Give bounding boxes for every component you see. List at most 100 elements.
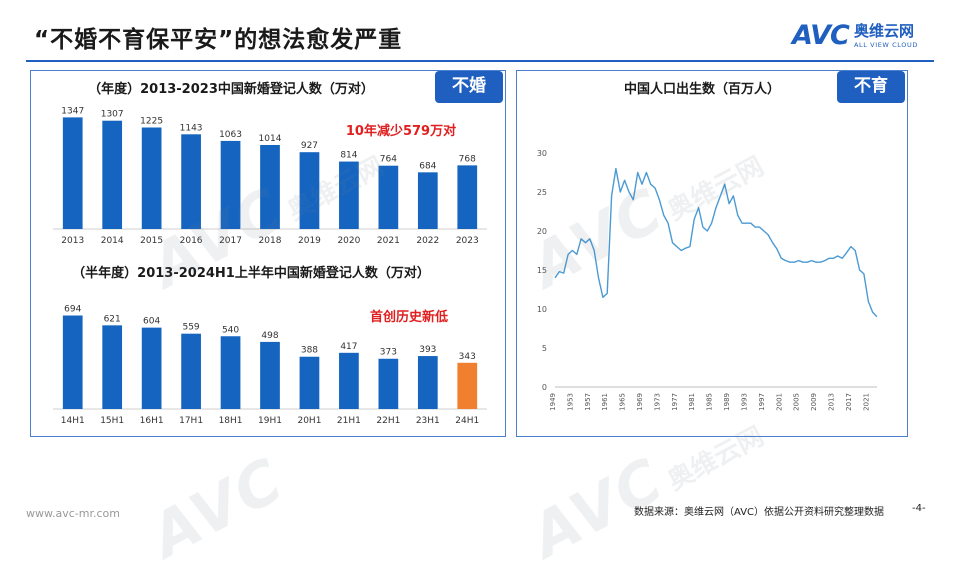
x-tick-label: 1989	[723, 393, 731, 411]
x-tick-label: 2021	[377, 236, 400, 246]
x-tick-label: 2005	[793, 393, 801, 411]
footer-url[interactable]: www.avc-mr.com	[26, 507, 120, 520]
bar-value-label: 927	[301, 141, 318, 151]
x-tick-label: 21H1	[337, 416, 361, 426]
bar	[378, 165, 399, 229]
tag-no-children: 不育	[837, 71, 905, 103]
bar	[102, 325, 123, 409]
x-tick-label: 1969	[636, 393, 644, 411]
bar-value-label: 604	[143, 317, 160, 327]
halfyear-bars-group: 694 14H1 621 15H1 604 16H1 559 17H1 540 18H1 498 19…	[53, 305, 487, 426]
bar	[260, 341, 280, 409]
x-tick-label: 14H1	[61, 416, 85, 426]
footer-source: 数据来源：奥维云网（AVC）依据公开资料研究整理数据	[634, 507, 885, 518]
y-tick-label: 15	[537, 266, 547, 275]
x-tick-label: 2017	[845, 393, 853, 411]
x-tick-label: 19H1	[258, 416, 282, 426]
x-tick-label: 2020	[337, 236, 360, 246]
brand-mark: AVC	[792, 20, 850, 51]
tag-unmarried: 不婚	[435, 71, 503, 103]
x-tick-label: 2001	[775, 393, 783, 411]
births-series-line	[554, 167, 878, 318]
bar	[102, 120, 123, 229]
bar	[417, 172, 438, 229]
x-tick-label: 15H1	[100, 416, 124, 426]
x-tick-label: 1997	[758, 393, 766, 411]
bar	[181, 333, 201, 409]
bar-value-label: 1014	[259, 134, 282, 144]
x-tick-label: 2021	[862, 393, 870, 411]
x-tick-label: 2016	[180, 236, 203, 246]
x-tick-label: 1973	[653, 393, 661, 411]
brand-name-cn: 奥维云网	[854, 22, 915, 40]
y-tick-label: 0	[542, 383, 547, 392]
bar-value-label: 621	[104, 314, 121, 324]
halfyear-chart-annotation: 首创历史新低	[370, 309, 448, 325]
x-tick-label: 2015	[140, 236, 163, 246]
bar	[62, 315, 83, 409]
x-tick-label: 2022	[416, 236, 439, 246]
x-tick-label: 1977	[671, 393, 679, 411]
annual-chart-title: （年度）2013-2023中国新婚登记人数（万对）	[88, 81, 374, 97]
page-number: -4-	[912, 503, 926, 514]
births-panel: 不育 中国人口出生数（百万人） 0 5 10 15 20 25 30 1949 1953 1957…	[516, 70, 908, 437]
bar-value-label: 1143	[180, 123, 203, 133]
births-line-group: 0 5 10 15 20 25 30 1949 1953 1957 1961 1965 1969 1973…	[537, 149, 878, 411]
x-tick-label: 22H1	[376, 416, 400, 426]
x-tick-label: 2009	[810, 393, 818, 411]
x-tick-label: 2019	[298, 236, 321, 246]
x-tick-label: 2023	[456, 236, 479, 246]
bar-value-label: 1307	[101, 110, 124, 120]
x-tick-label: 1949	[549, 393, 557, 411]
y-tick-label: 20	[537, 227, 547, 236]
title-divider	[26, 60, 934, 62]
births-chart: 中国人口出生数（百万人） 0 5 10 15 20 25 30 1949 1953 1957 196…	[537, 81, 878, 411]
bar-value-label: 373	[380, 348, 397, 358]
bar	[299, 356, 320, 409]
births-chart-title: 中国人口出生数（百万人）	[624, 81, 780, 97]
bar-value-label: 1063	[219, 130, 242, 140]
x-tick-label: 2017	[219, 236, 242, 246]
bar	[339, 161, 359, 229]
annual-bars-group: 1347 2013 1307 2014 1225 2015 1143 2016 1063 2017…	[53, 106, 487, 246]
bar-value-label: 684	[419, 161, 436, 171]
x-tick-label: 2018	[259, 236, 282, 246]
bar	[141, 327, 162, 409]
x-tick-label: 1953	[566, 393, 574, 411]
bar	[299, 152, 320, 229]
bar-value-label: 417	[340, 342, 357, 352]
halfyear-chart-title: （半年度）2013-2024H1上半年中国新婚登记人数（万对）	[72, 265, 430, 281]
bar-value-label: 694	[64, 305, 81, 315]
bar-value-label: 1347	[61, 106, 84, 116]
bar	[378, 358, 399, 409]
bar-value-label: 388	[301, 346, 318, 356]
annual-chart-annotation: 10年减少579万对	[346, 123, 456, 139]
bar	[457, 362, 478, 409]
bar	[62, 117, 83, 229]
bar-value-label: 540	[222, 325, 239, 335]
bar	[339, 352, 359, 409]
marriage-charts: （年度）2013-2023中国新婚登记人数（万对） 10年减少579万对 134…	[53, 81, 487, 426]
bar-value-label: 1225	[140, 117, 163, 127]
bar-value-label: 393	[419, 345, 436, 355]
x-tick-label: 2014	[101, 236, 124, 246]
x-tick-label: 1961	[601, 393, 609, 411]
x-tick-label: 18H1	[219, 416, 243, 426]
x-tick-label: 1965	[619, 393, 627, 411]
x-tick-label: 1981	[688, 393, 696, 411]
y-tick-label: 25	[537, 188, 547, 197]
brand-logo: AVC 奥维云网 ALL VIEW CLOUD	[792, 20, 942, 54]
bar	[260, 144, 280, 229]
bar	[417, 356, 438, 409]
bar-value-label: 814	[340, 151, 357, 161]
x-tick-label: 2013	[827, 393, 835, 411]
bar	[141, 127, 162, 229]
x-tick-label: 2013	[61, 236, 84, 246]
page-title: “不婚不育保平安”的想法愈发严重	[34, 27, 403, 53]
bar-value-label: 559	[182, 323, 199, 333]
bar-value-label: 498	[261, 331, 278, 341]
x-tick-label: 23H1	[416, 416, 440, 426]
bar	[220, 140, 241, 229]
bar-value-label: 764	[380, 155, 397, 165]
x-tick-label: 24H1	[455, 416, 479, 426]
